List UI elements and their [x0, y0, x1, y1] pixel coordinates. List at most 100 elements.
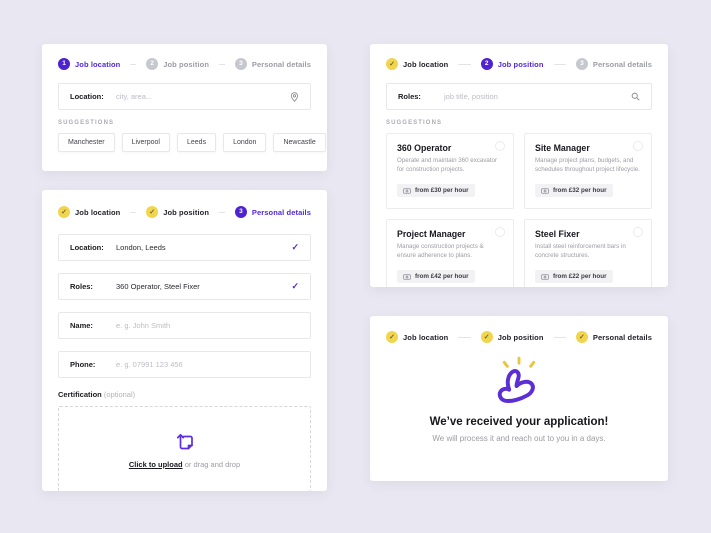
- certification-label: Certification: [58, 390, 102, 399]
- role-card-steel-fixer[interactable]: Steel Fixer Install steel reinforcement …: [524, 218, 652, 287]
- stepper-item-job-location[interactable]: ✓ Job location: [386, 331, 448, 343]
- stepper-item-personal-details[interactable]: ✓ Personal details: [575, 331, 652, 343]
- panel-personal-details: ✓ Job location ✓ Job position 3 Personal…: [42, 190, 327, 491]
- radio-icon[interactable]: [495, 226, 505, 237]
- thumbs-up-doodle-icon: [490, 356, 548, 408]
- step-label: Job position: [163, 59, 210, 69]
- stepper-step3: ✓ Job location ✓ Job position 3 Personal…: [58, 206, 311, 218]
- confirmation-subtext: We will process it and reach out to you …: [432, 434, 606, 443]
- step-badge: 1: [58, 58, 70, 70]
- step-label: Personal details: [251, 207, 311, 217]
- suggestion-chip-manchester[interactable]: Manchester: [58, 133, 115, 152]
- confirmed-check-icon: ✓: [291, 242, 299, 252]
- stepper-connector: [553, 336, 566, 338]
- role-card-site-manager[interactable]: Site Manager Manage project plans, budge…: [524, 133, 652, 209]
- rate-text: from £32 per hour: [553, 187, 607, 195]
- step-label: Job position: [497, 59, 544, 69]
- role-title: Steel Fixer: [535, 228, 580, 239]
- rate-badge: from £32 per hour: [535, 184, 613, 198]
- stepper-connector: [458, 63, 471, 65]
- stepper-connector: [219, 63, 225, 65]
- location-input[interactable]: [116, 92, 290, 101]
- rate-badge: from £30 per hour: [397, 184, 475, 198]
- step-label: Personal details: [592, 332, 652, 342]
- location-summary-label: Location:: [70, 243, 104, 252]
- phone-field-row: Phone:: [58, 351, 311, 378]
- step-check-badge: ✓: [386, 331, 398, 343]
- banknote-icon: [541, 188, 549, 194]
- name-field-row: Name:: [58, 312, 311, 339]
- stepper-item-job-position[interactable]: ✓ Job position: [146, 206, 209, 218]
- city-suggestions: Manchester Liverpool Leeds London Newcas…: [58, 133, 326, 152]
- upload-link[interactable]: Click to upload: [128, 459, 183, 469]
- step-check-badge: ✓: [58, 206, 70, 218]
- suggestion-chip-newcastle[interactable]: Newcastle: [273, 133, 326, 152]
- suggestion-chip-leeds[interactable]: Leeds: [177, 133, 217, 152]
- role-description: Manage project plans, budgets, and sched…: [535, 157, 640, 173]
- radio-icon[interactable]: [633, 141, 643, 151]
- suggestion-chip-liverpool[interactable]: Liverpool: [121, 133, 170, 152]
- step-check-badge: ✓: [386, 58, 398, 70]
- role-description: Manage construction projects & ensure ad…: [397, 242, 484, 259]
- suggestion-chip-london[interactable]: London: [223, 133, 267, 152]
- step-label: Job location: [75, 207, 121, 217]
- step-label: Job location: [403, 332, 449, 342]
- location-field-label: Location:: [70, 92, 104, 101]
- map-pin-icon: [290, 91, 299, 102]
- stepper-done: ✓ Job location ✓ Job position ✓ Personal…: [386, 331, 652, 343]
- step-badge: 3: [575, 58, 588, 70]
- stepper-connector: [130, 63, 137, 65]
- stepper-item-job-position[interactable]: 2 Job position: [146, 58, 209, 70]
- stepper-connector: [219, 211, 225, 213]
- file-upload-dropzone[interactable]: Click to upload or drag and drop: [58, 406, 311, 491]
- step-badge: 2: [146, 58, 159, 70]
- location-field-row: Location:: [58, 83, 311, 110]
- stepper-item-job-position[interactable]: 2 Job position: [480, 58, 544, 70]
- roles-field-row: Roles:: [386, 83, 652, 110]
- certification-caption: Certification (optional): [58, 390, 311, 399]
- location-summary-value: London, Leeds: [116, 243, 166, 252]
- name-input[interactable]: [116, 321, 299, 330]
- role-card-project-manager[interactable]: Project Manager Manage construction proj…: [386, 218, 514, 287]
- step-check-badge: ✓: [146, 206, 159, 218]
- radio-icon[interactable]: [633, 226, 643, 237]
- radio-icon[interactable]: [495, 141, 505, 151]
- role-card-360-operator[interactable]: 360 Operator Operate and maintain 360 ex…: [386, 133, 514, 209]
- stepper-step1: 1 Job location 2 Job position 3 Personal…: [58, 58, 311, 70]
- rate-text: from £30 per hour: [415, 187, 469, 195]
- step-label: Job location: [75, 59, 121, 69]
- role-cards-grid: 360 Operator Operate and maintain 360 ex…: [386, 133, 652, 287]
- role-title: 360 Operator: [397, 143, 452, 153]
- role-title: Site Manager: [535, 143, 590, 153]
- banknote-icon: [541, 274, 549, 280]
- suggestions-caption: SUGGESTIONS: [58, 120, 115, 126]
- role-description: Operate and maintain 360 excavator for c…: [397, 157, 498, 173]
- rate-badge: from £42 per hour: [397, 270, 475, 284]
- location-summary-row[interactable]: Location: London, Leeds ✓: [58, 234, 311, 261]
- banknote-icon: [403, 274, 411, 280]
- stepper-item-job-location[interactable]: ✓ Job location: [58, 206, 120, 218]
- step-label: Job position: [163, 207, 210, 217]
- name-field-label: Name:: [70, 321, 93, 330]
- stepper-item-job-position[interactable]: ✓ Job position: [480, 331, 544, 343]
- roles-search-input[interactable]: [444, 92, 631, 101]
- roles-field-label: Roles:: [398, 92, 421, 101]
- stepper-item-personal-details[interactable]: 3 Personal details: [234, 58, 311, 70]
- confirmation-heading: We’ve received your application!: [429, 416, 609, 428]
- stepper-item-job-location[interactable]: ✓ Job location: [386, 58, 448, 70]
- stepper-item-personal-details[interactable]: 3 Personal details: [234, 206, 311, 218]
- panel-job-location: 1 Job location 2 Job position 3 Personal…: [42, 44, 327, 171]
- stepper-item-personal-details[interactable]: 3 Personal details: [575, 58, 652, 70]
- stepper-item-job-location[interactable]: 1 Job location: [58, 58, 120, 70]
- role-description: Install steel reinforcement bars in conc…: [535, 242, 626, 259]
- step-badge: 3: [234, 58, 247, 70]
- phone-input[interactable]: [116, 360, 299, 369]
- rate-badge: from £22 per hour: [535, 270, 613, 284]
- stepper-connector: [458, 336, 471, 338]
- roles-summary-row[interactable]: Roles: 360 Operator, Steel Fixer ✓: [58, 273, 311, 300]
- phone-field-label: Phone:: [70, 360, 96, 369]
- step-label: Personal details: [251, 59, 311, 69]
- panel-job-position: ✓ Job location 2 Job position 3 Personal…: [370, 44, 668, 287]
- upload-hint: or drag and drop: [184, 459, 241, 469]
